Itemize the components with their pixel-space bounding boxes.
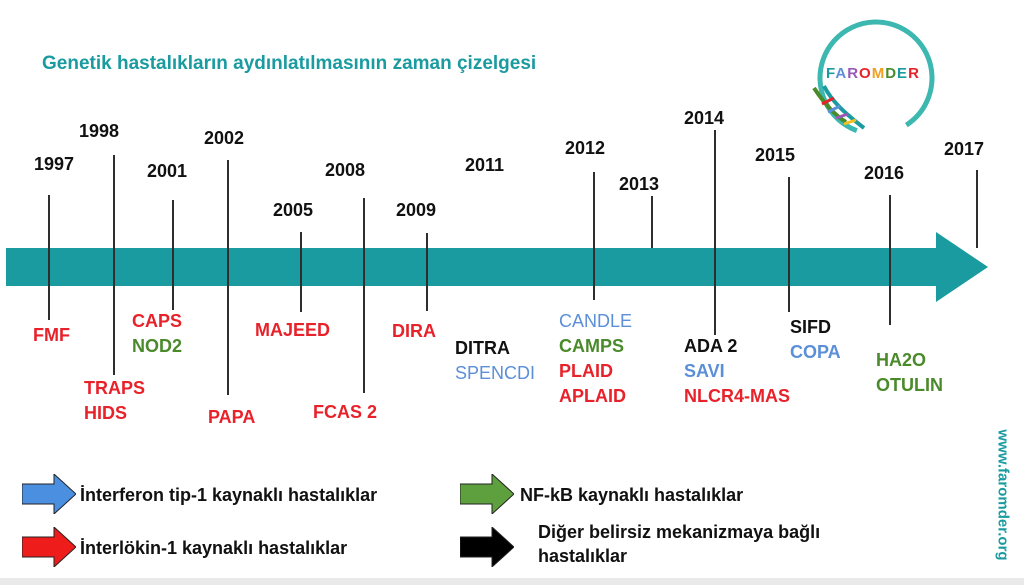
disease-majeed: MAJEED xyxy=(255,320,331,340)
nfkb-arrow-icon xyxy=(460,474,514,514)
logo-text: FAROMDER xyxy=(826,65,920,82)
year-label: 2008 xyxy=(325,160,366,180)
disease-candle: CANDLE xyxy=(559,311,633,331)
tick-2013 xyxy=(651,196,653,248)
il1-arrow-icon xyxy=(22,527,76,567)
year-label: 2005 xyxy=(273,200,314,220)
year-label: 2013 xyxy=(619,174,660,194)
bottom-bar xyxy=(0,578,1024,585)
faromder-logo xyxy=(806,16,942,152)
other-arrow-icon xyxy=(460,527,514,567)
year-label: 1998 xyxy=(79,121,120,141)
disease-caps: CAPS xyxy=(132,311,183,331)
disease-fcas2: FCAS 2 xyxy=(313,402,378,422)
interferon-arrow-icon xyxy=(22,474,76,514)
year-label: 2014 xyxy=(684,108,725,128)
website-text: www.faromder.org xyxy=(994,429,1012,561)
legend-il1: İnterlökin-1 kaynaklı hastalıklar xyxy=(80,538,348,558)
tick-2017 xyxy=(976,170,978,248)
year-label: 2015 xyxy=(755,145,796,165)
disease-nod2: NOD2 xyxy=(132,336,183,356)
tick-1997 xyxy=(48,195,50,320)
legend-nfkb: NF-kB kaynaklı hastalıklar xyxy=(520,485,744,505)
legend-other: Diğer belirsiz mekanizmaya bağlı hastalı… xyxy=(538,522,821,566)
disease-ada2: ADA 2 xyxy=(684,336,738,356)
tick-2016 xyxy=(889,195,891,325)
year-label: 2001 xyxy=(147,161,188,181)
disease-nlrc4-mas: NLCR4-MAS xyxy=(684,386,790,406)
disease-fmf: FMF xyxy=(33,325,70,345)
disease-aplaid: APLAID xyxy=(559,386,626,406)
disease-sifd: SIFD xyxy=(790,317,832,337)
disease-dira: DIRA xyxy=(392,321,436,341)
disease-camps: CAMPS xyxy=(559,336,625,356)
disease-otulin: OTULIN xyxy=(876,375,943,395)
disease-savi: SAVI xyxy=(684,361,725,381)
year-label: 2017 xyxy=(944,139,985,159)
year-label: 2009 xyxy=(396,200,437,220)
disease-plaid: PLAID xyxy=(559,361,613,381)
disease-hids: HIDS xyxy=(84,403,128,423)
tick-2008 xyxy=(363,198,365,393)
tick-2015 xyxy=(788,177,790,312)
year-label: 2011 xyxy=(465,155,505,175)
disease-spencdi: SPENCDI xyxy=(455,363,536,383)
disease-papa: PAPA xyxy=(208,407,256,427)
year-label: 1997 xyxy=(34,154,75,174)
year-label: 2012 xyxy=(565,138,606,158)
disease-copa: COPA xyxy=(790,342,841,362)
tick-2001 xyxy=(172,200,174,310)
tick-2012 xyxy=(593,172,595,300)
year-label: 2016 xyxy=(864,163,905,183)
tick-1998 xyxy=(113,155,115,375)
tick-2014 xyxy=(714,130,716,335)
website-link[interactable]: www.faromder.org xyxy=(988,420,1018,570)
disease-ditra: DITRA xyxy=(455,338,510,358)
disease-traps: TRAPS xyxy=(84,378,146,398)
legend-interferon: İnterferon tip-1 kaynaklı hastalıklar xyxy=(80,485,378,505)
tick-2002 xyxy=(227,160,229,395)
tick-2005 xyxy=(300,232,302,312)
year-label: 2002 xyxy=(204,128,245,148)
tick-2009 xyxy=(426,233,428,311)
disease-ha20: HA2O xyxy=(876,350,927,370)
page-title: Genetik hastalıkların aydınlatılmasının … xyxy=(42,53,537,74)
